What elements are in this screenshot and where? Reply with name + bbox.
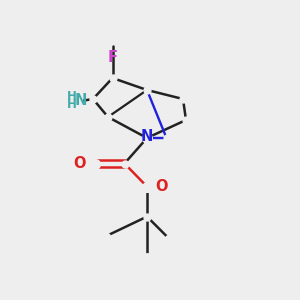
Text: N: N <box>141 129 153 144</box>
Text: F: F <box>107 50 118 65</box>
Text: N: N <box>75 93 87 108</box>
Text: O: O <box>74 156 86 171</box>
Text: H: H <box>67 90 76 103</box>
Text: H: H <box>67 98 76 111</box>
Text: O: O <box>155 179 168 194</box>
